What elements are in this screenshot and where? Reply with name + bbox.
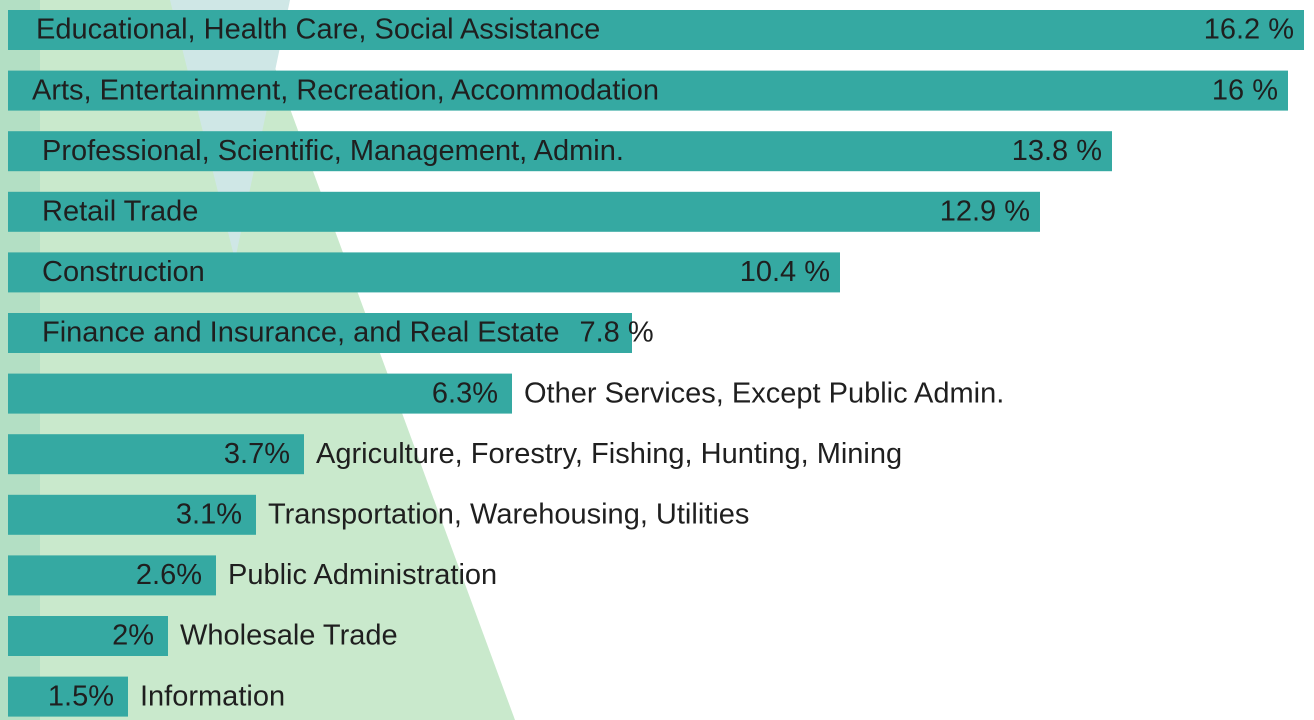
category-label: Arts, Entertainment, Recreation, Accommo… bbox=[32, 74, 659, 106]
background-shape bbox=[0, 0, 40, 720]
category-label: Professional, Scientific, Management, Ad… bbox=[42, 135, 624, 167]
category-label: Information bbox=[140, 680, 285, 712]
background-shape bbox=[0, 0, 515, 720]
category-label: Retail Trade bbox=[42, 195, 198, 227]
category-label: Construction bbox=[42, 256, 205, 288]
category-label: Finance and Insurance, and Real Estate bbox=[42, 317, 560, 349]
bar bbox=[8, 252, 840, 293]
category-label: Educational, Health Care, Social Assista… bbox=[36, 14, 600, 46]
value-label: 7.8 % bbox=[580, 317, 654, 349]
value-label: 16 % bbox=[1212, 74, 1278, 106]
category-label: Wholesale Trade bbox=[180, 620, 398, 652]
value-label: 10.4 % bbox=[740, 256, 830, 288]
bar bbox=[8, 373, 512, 414]
bar bbox=[8, 131, 1112, 172]
bar bbox=[8, 10, 1304, 50]
bar bbox=[8, 616, 168, 656]
value-label: 3.7% bbox=[224, 438, 290, 470]
bar bbox=[8, 494, 256, 535]
bar bbox=[8, 434, 304, 475]
bar bbox=[8, 676, 128, 717]
category-label: Agriculture, Forestry, Fishing, Hunting,… bbox=[316, 438, 902, 470]
bar bbox=[8, 191, 1040, 232]
bar bbox=[8, 70, 1288, 111]
value-label: 16.2 % bbox=[1204, 14, 1294, 46]
value-label: 2% bbox=[112, 620, 154, 652]
category-label: Transportation, Warehousing, Utilities bbox=[268, 498, 749, 530]
category-label: Public Administration bbox=[228, 559, 497, 591]
value-label: 13.8 % bbox=[1012, 135, 1102, 167]
value-label: 12.9 % bbox=[940, 195, 1030, 227]
bar bbox=[8, 555, 216, 596]
value-label: 1.5% bbox=[48, 680, 114, 712]
background-shape bbox=[170, 0, 290, 260]
category-label: Other Services, Except Public Admin. bbox=[524, 377, 1004, 409]
value-label: 6.3% bbox=[432, 377, 498, 409]
bar bbox=[8, 313, 632, 353]
value-label: 2.6% bbox=[136, 559, 202, 591]
value-label: 3.1% bbox=[176, 498, 242, 530]
